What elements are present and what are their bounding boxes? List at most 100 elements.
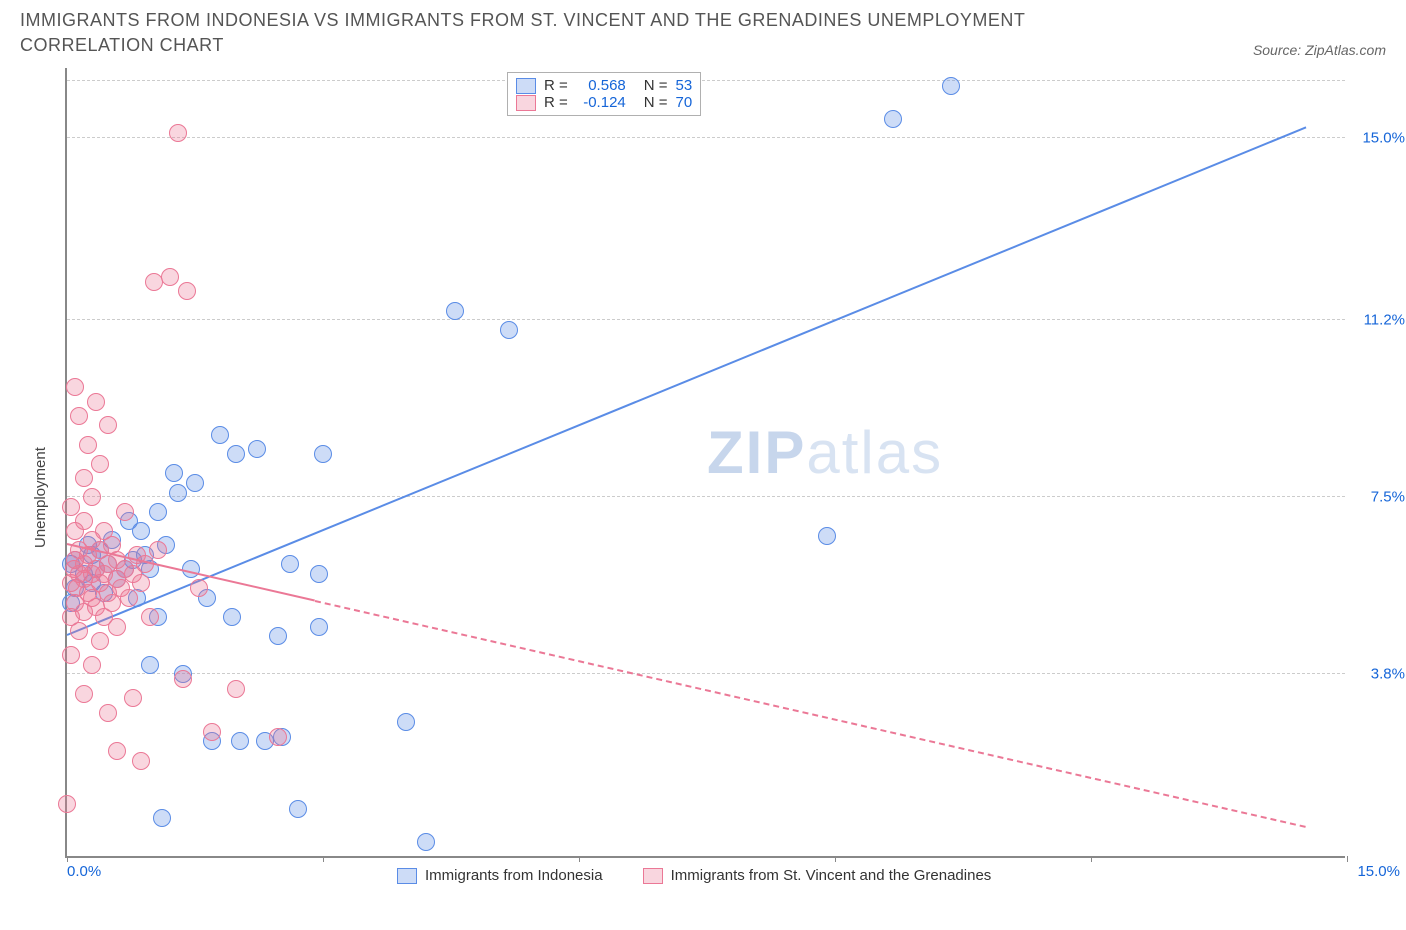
data-point: [269, 728, 287, 746]
data-point: [227, 680, 245, 698]
data-point: [87, 393, 105, 411]
legend-item: Immigrants from St. Vincent and the Gren…: [643, 867, 992, 884]
data-point: [397, 713, 415, 731]
y-tick-label: 11.2%: [1350, 312, 1405, 329]
data-point: [141, 656, 159, 674]
data-point: [132, 752, 150, 770]
data-point: [165, 464, 183, 482]
correlation-legend: R = 0.568 N = 53 R = -0.124 N = 70: [507, 72, 701, 116]
data-point: [66, 378, 84, 396]
data-point: [149, 541, 167, 559]
n-value: 70: [676, 94, 693, 111]
plot-area: 3.8%7.5%11.2%15.0%0.0%15.0%ZIPatlasR =0.…: [65, 68, 1345, 858]
x-tick: [835, 856, 836, 862]
data-point: [58, 795, 76, 813]
correlation-chart: Unemployment 3.8%7.5%11.2%15.0%0.0%15.0%…: [20, 68, 1386, 908]
data-point: [99, 416, 117, 434]
data-point: [203, 723, 221, 741]
r-value: 0.568: [576, 77, 626, 94]
data-point: [248, 440, 266, 458]
data-point: [91, 632, 109, 650]
data-point: [190, 579, 208, 597]
data-point: [446, 302, 464, 320]
data-point: [169, 124, 187, 142]
data-point: [149, 503, 167, 521]
x-tick: [67, 856, 68, 862]
gridline: [67, 137, 1345, 138]
data-point: [91, 455, 109, 473]
legend-swatch: [643, 868, 663, 884]
legend-item: Immigrants from Indonesia: [397, 867, 603, 884]
n-value: 53: [676, 77, 693, 94]
legend-row: R = -0.124 N = 70: [516, 94, 692, 111]
data-point: [99, 704, 117, 722]
data-point: [942, 77, 960, 95]
legend-swatch: [516, 95, 536, 111]
r-label: R =: [544, 94, 568, 111]
data-point: [132, 574, 150, 592]
data-point: [227, 445, 245, 463]
data-point: [161, 268, 179, 286]
y-tick-label: 3.8%: [1350, 666, 1405, 683]
data-point: [120, 589, 138, 607]
x-axis-start-label: 0.0%: [67, 863, 101, 880]
data-point: [169, 484, 187, 502]
data-point: [83, 656, 101, 674]
data-point: [310, 618, 328, 636]
y-tick-label: 15.0%: [1350, 130, 1405, 147]
gridline: [67, 496, 1345, 497]
watermark: ZIPatlas: [707, 418, 943, 487]
source-label: Source: ZipAtlas.com: [1253, 42, 1386, 58]
legend-row: R = 0.568 N = 53: [516, 77, 692, 94]
data-point: [281, 555, 299, 573]
data-point: [132, 522, 150, 540]
y-axis-title: Unemployment: [32, 447, 49, 548]
x-tick: [1091, 856, 1092, 862]
data-point: [153, 809, 171, 827]
x-tick: [579, 856, 580, 862]
data-point: [884, 110, 902, 128]
series-name: Immigrants from Indonesia: [425, 867, 603, 884]
y-tick-label: 7.5%: [1350, 489, 1405, 506]
data-point: [417, 833, 435, 851]
data-point: [124, 689, 142, 707]
data-point: [145, 273, 163, 291]
data-point: [223, 608, 241, 626]
page-title: IMMIGRANTS FROM INDONESIA VS IMMIGRANTS …: [20, 8, 1120, 58]
data-point: [174, 670, 192, 688]
data-point: [79, 436, 97, 454]
x-axis-end-label: 15.0%: [1357, 863, 1400, 880]
data-point: [75, 512, 93, 530]
gridline: [67, 673, 1345, 674]
r-label: R =: [544, 77, 568, 94]
data-point: [178, 282, 196, 300]
gridline: [67, 80, 1345, 81]
data-point: [186, 474, 204, 492]
series-legend: Immigrants from Indonesia Immigrants from…: [397, 867, 991, 884]
data-point: [231, 732, 249, 750]
data-point: [500, 321, 518, 339]
data-point: [310, 565, 328, 583]
data-point: [269, 627, 287, 645]
gridline: [67, 319, 1345, 320]
data-point: [75, 685, 93, 703]
data-point: [70, 407, 88, 425]
regression-line: [315, 600, 1306, 828]
legend-swatch: [516, 78, 536, 94]
data-point: [141, 608, 159, 626]
n-label: N =: [644, 77, 668, 94]
data-point: [75, 469, 93, 487]
series-name: Immigrants from St. Vincent and the Gren…: [671, 867, 992, 884]
data-point: [108, 742, 126, 760]
x-tick: [323, 856, 324, 862]
data-point: [818, 527, 836, 545]
data-point: [70, 622, 88, 640]
data-point: [116, 503, 134, 521]
data-point: [211, 426, 229, 444]
data-point: [314, 445, 332, 463]
data-point: [108, 618, 126, 636]
data-point: [289, 800, 307, 818]
r-value: -0.124: [576, 94, 626, 111]
n-label: N =: [644, 94, 668, 111]
x-tick: [1347, 856, 1348, 862]
